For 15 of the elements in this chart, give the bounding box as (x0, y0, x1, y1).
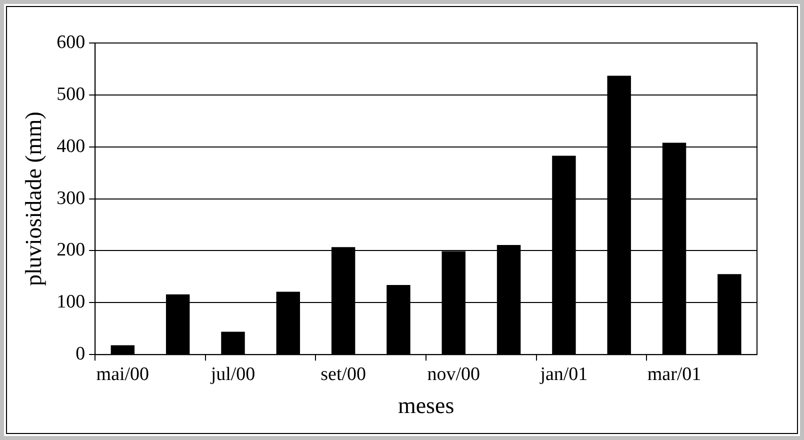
y-tick-label: 300 (56, 188, 86, 209)
y-tick-label: 200 (56, 240, 86, 261)
y-axis-title: pluviosidade (mm) (20, 112, 46, 286)
y-tick-label: 500 (56, 84, 86, 105)
y-tick-label: 0 (76, 344, 86, 365)
y-tick-label: 100 (56, 292, 86, 313)
x-axis-title: meses (398, 393, 454, 418)
y-tick-label: 600 (56, 32, 86, 53)
x-tick-label: nov/00 (427, 364, 480, 385)
y-tick-label: 400 (56, 136, 86, 157)
x-tick-label: jan/01 (539, 364, 588, 385)
x-tick-label: set/00 (320, 364, 366, 385)
x-tick-label: mar/01 (647, 364, 702, 385)
x-tick-label: mai/00 (96, 364, 150, 385)
x-tick-label: jul/00 (210, 364, 256, 385)
